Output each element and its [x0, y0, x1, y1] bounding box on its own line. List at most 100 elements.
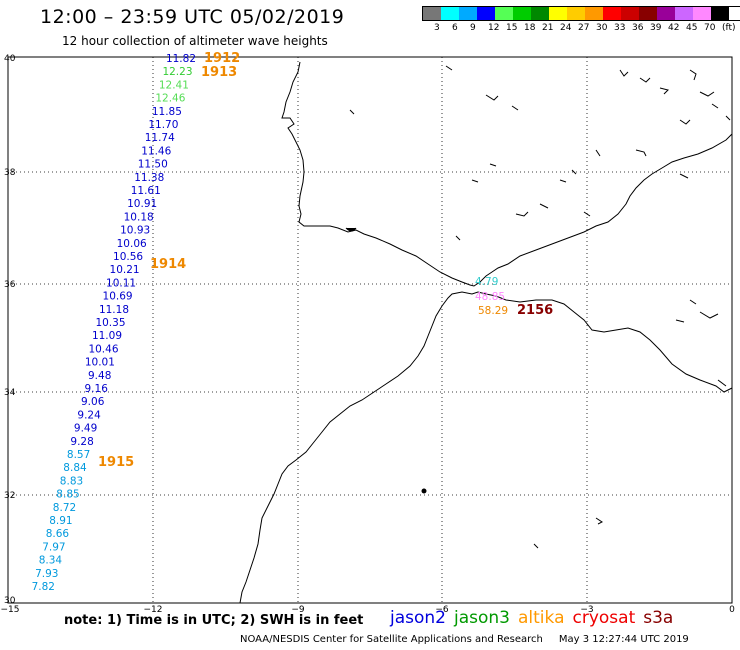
wave-height-value: 9.49 — [74, 423, 97, 435]
scale-label: 24 — [560, 23, 572, 33]
footnote: note: 1) Time is in UTC; 2) SWH is in fe… — [64, 613, 364, 628]
wave-height-value: 9.06 — [81, 396, 105, 408]
scale-label: 6 — [452, 23, 458, 33]
wave-height-value: 7.93 — [35, 568, 58, 580]
wave-height-value: 12.23 — [162, 66, 192, 78]
legend-item-altika: altika — [518, 608, 565, 628]
wave-height-value: 9.24 — [77, 409, 101, 421]
page-subtitle: 12 hour collection of altimeter wave hei… — [62, 34, 328, 48]
scale-label: 12 — [488, 23, 500, 33]
wave-height-value: 11.18 — [99, 304, 129, 316]
latitude-labels: 40 38 36 34 32 30 — [4, 54, 16, 606]
legend-item-cryosat: cryosat — [572, 608, 636, 628]
scale-label: 18 — [524, 23, 536, 33]
wave-height-value: 8.83 — [60, 475, 83, 487]
scale-swatch — [441, 7, 459, 20]
longitude-label: −15 — [1, 605, 20, 615]
wave-height-value: 8.66 — [46, 528, 70, 540]
scale-swatch — [531, 7, 549, 20]
wave-height-value: 11.09 — [92, 330, 122, 342]
scale-label: 42 — [668, 23, 680, 33]
scale-label: 9 — [470, 23, 476, 33]
wave-height-value: 10.11 — [106, 277, 136, 289]
wave-height-value: 4.79 — [475, 276, 498, 288]
scale-label: (ft) — [722, 23, 736, 33]
wave-height-value: 10.56 — [113, 251, 143, 263]
wave-height-value: 8.72 — [53, 502, 76, 514]
scale-swatch — [459, 7, 477, 20]
color-scale-swatches — [422, 6, 740, 21]
footer: NOAA/NESDIS Center for Satellite Applica… — [240, 634, 689, 645]
longitude-label: −6 — [435, 605, 449, 615]
scale-swatch — [549, 7, 567, 20]
wave-height-value: 10.93 — [120, 225, 150, 237]
scale-swatch — [423, 7, 441, 20]
iberia-coast — [281, 61, 733, 287]
longitude-label: −9 — [291, 605, 305, 615]
scale-swatch — [477, 7, 495, 20]
scale-label: 39 — [650, 23, 662, 33]
wave-height-value: 11.70 — [148, 119, 178, 131]
pass-number-label: 2156 — [517, 303, 553, 318]
wave-height-value: 7.82 — [32, 581, 55, 593]
scale-label: 27 — [578, 23, 590, 33]
wave-height-value: 8.57 — [67, 449, 90, 461]
scale-swatch — [693, 7, 711, 20]
legend-item-jason3: jason3 — [454, 608, 510, 628]
latitude-label: 34 — [4, 388, 16, 398]
longitude-label: −3 — [580, 605, 593, 615]
scale-swatch — [567, 7, 585, 20]
scale-label: 21 — [542, 23, 554, 33]
scale-swatch — [675, 7, 693, 20]
pass-number-label: 1914 — [150, 257, 186, 272]
satellite-legend: jason2 jason3 altika cryosat s3a — [390, 608, 681, 628]
latitude-label: 32 — [4, 491, 15, 501]
wave-height-value: 10.06 — [117, 238, 147, 250]
wave-height-value: 8.85 — [56, 489, 79, 501]
wave-height-value: 10.01 — [85, 357, 115, 369]
color-scale-labels: 3 6 9 12 15 18 21 24 27 30 33 36 39 42 45 70 (ft) — [422, 21, 740, 33]
coastlines — [239, 61, 733, 604]
wave-height-value: 11.61 — [131, 185, 161, 197]
wave-height-value: 10.21 — [110, 264, 140, 276]
scale-label: 33 — [614, 23, 626, 33]
wave-height-value: 9.48 — [88, 370, 111, 382]
bay-marker — [345, 227, 357, 232]
credit-text: NOAA/NESDIS Center for Satellite Applica… — [240, 634, 543, 645]
wave-height-value: 58.29 — [478, 305, 508, 317]
longitude-label: 0 — [729, 605, 735, 615]
scale-label: 30 — [596, 23, 608, 33]
latitude-label: 38 — [4, 168, 16, 178]
wave-height-value: 11.82 — [166, 53, 196, 65]
wave-height-value: 10.91 — [127, 198, 157, 210]
wave-height-value: 8.84 — [63, 462, 87, 474]
wave-height-value: 10.35 — [95, 317, 125, 329]
scale-swatch — [513, 7, 531, 20]
legend-item-jason2: jason2 — [390, 608, 446, 628]
scale-label: 45 — [686, 23, 698, 33]
latitude-label: 40 — [4, 54, 16, 64]
africa-coast — [239, 291, 733, 604]
scale-swatch — [639, 7, 657, 20]
scale-label: 36 — [632, 23, 644, 33]
pass-number-label: 1913 — [201, 65, 237, 80]
scale-swatch — [603, 7, 621, 20]
color-scale: 3 6 9 12 15 18 21 24 27 30 33 36 39 42 45 70 (ft) — [422, 6, 740, 33]
latitude-label: 36 — [4, 280, 16, 290]
wave-height-value: 8.91 — [49, 515, 72, 527]
pass-number-label: 1915 — [98, 455, 134, 470]
wave-height-value: 10.69 — [103, 291, 133, 303]
wave-height-value: 11.74 — [145, 132, 175, 144]
scale-label: 3 — [434, 23, 440, 33]
scale-label: 15 — [506, 23, 518, 33]
wave-height-value: 12.46 — [155, 93, 185, 105]
scale-swatch — [585, 7, 603, 20]
wave-height-value: 11.85 — [152, 106, 182, 118]
longitude-label: −12 — [144, 605, 163, 615]
scale-swatch — [495, 7, 513, 20]
scale-swatch — [657, 7, 675, 20]
strait-track-values: 4.79 48.85 58.29 — [475, 276, 508, 317]
wave-height-value: 10.46 — [88, 343, 118, 355]
